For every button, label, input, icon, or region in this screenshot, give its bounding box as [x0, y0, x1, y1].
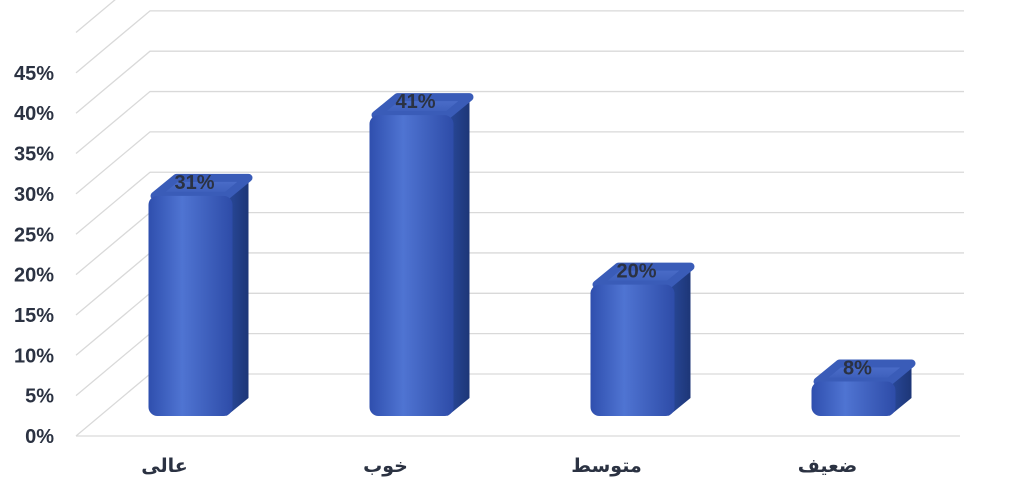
data-label: 8%: [843, 357, 872, 379]
gridline: [75, 0, 116, 33]
category-label: عالی: [141, 455, 187, 477]
y-tick-label: 45%: [14, 63, 54, 85]
data-label: 41%: [395, 91, 435, 113]
y-tick-label: 40%: [14, 103, 54, 125]
category-label: متوسط: [571, 455, 641, 477]
bars: 31% 41% 20% 8%: [148, 91, 916, 416]
bar: [369, 93, 474, 416]
y-tick-label: 15%: [14, 305, 54, 327]
bar-front: [590, 284, 675, 416]
y-tick-label: 10%: [14, 345, 54, 367]
bar-front: [811, 381, 896, 416]
y-tick-label: 20%: [14, 265, 54, 287]
gridline: [75, 171, 964, 235]
y-tick-label: 5%: [25, 386, 54, 408]
gridline: [75, 131, 964, 195]
data-label: 20%: [616, 261, 656, 283]
gridline: [75, 50, 964, 114]
gridline: [75, 90, 964, 155]
bar-front: [369, 115, 454, 416]
x-axis: عالی خوب متوسط ضعیف: [141, 455, 857, 477]
y-tick-label: 35%: [14, 144, 54, 166]
y-tick-label: 0%: [25, 426, 54, 448]
y-tick-label: 30%: [14, 184, 54, 206]
bar: [811, 359, 916, 416]
category-label: ضعیف: [798, 455, 857, 477]
bar-front: [148, 195, 233, 416]
gridline: [75, 10, 964, 74]
data-label: 31%: [174, 172, 214, 194]
category-label: خوب: [363, 455, 408, 477]
y-axis: 0% 5% 10% 15% 20% 25% 30% 35% 40% 45%: [14, 63, 54, 448]
bar: [148, 173, 253, 416]
bar: [590, 262, 695, 416]
y-tick-label: 25%: [14, 224, 54, 246]
